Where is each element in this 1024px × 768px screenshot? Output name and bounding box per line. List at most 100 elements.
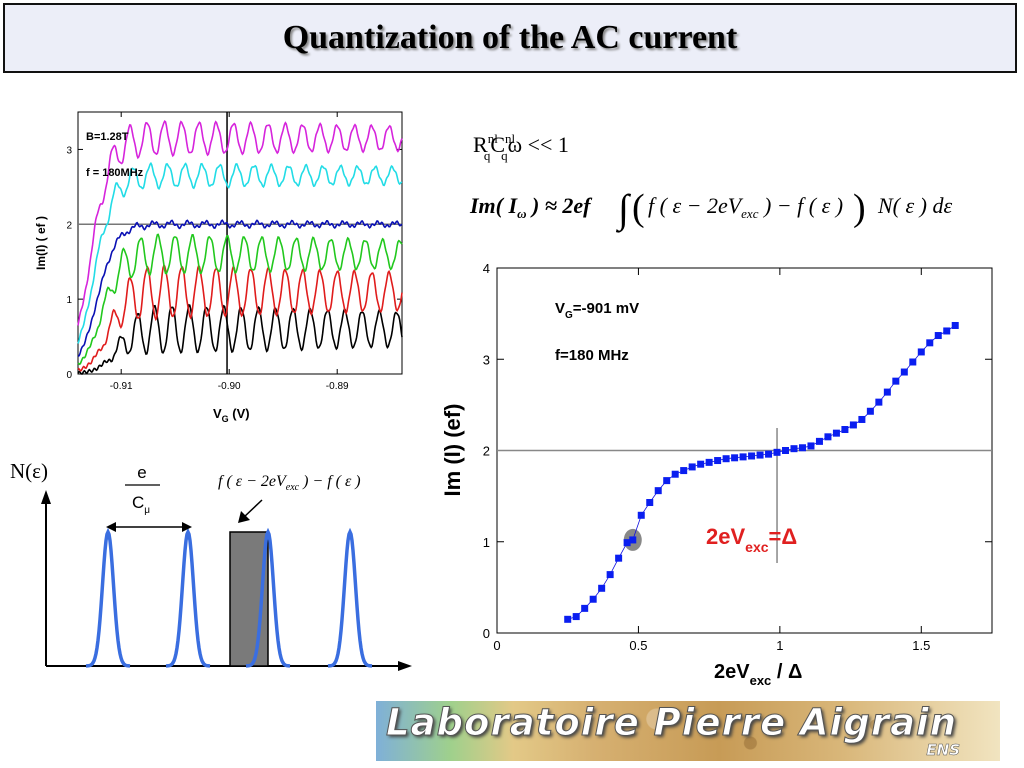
banner-texture [376,701,1000,761]
data-point [798,444,806,452]
data-point [646,499,654,507]
data-point [951,321,959,329]
data-point [934,332,942,340]
data-point [637,511,645,519]
f-annotation: f=180 MHz [555,347,629,364]
data-point [875,398,883,406]
right-ytick-label: 4 [483,261,490,276]
dos-ylabel: N(ε) [10,459,48,483]
data-point [866,407,874,415]
data-point [722,455,730,463]
left-xlabel: VG (V) [213,406,250,424]
lab-name: Laboratoire Pierre Aigrain [385,701,958,745]
svg-text:): ) [853,187,866,229]
right-xtick-label: 0.5 [629,638,647,653]
dos-peak-1 [165,527,211,668]
data-point [748,452,756,460]
page-title: Quantization of the AC current [282,19,738,56]
left-ytick-label: 1 [66,295,72,306]
lab-banner: Laboratoire Pierre Aigrain ENS [376,701,1000,761]
data-point [629,536,637,544]
right-xlabel: 2eVexc / Δ [714,661,802,688]
right-ytick-label: 0 [483,626,490,641]
left-ytick-label: 2 [66,220,72,231]
left-xtick-label: -0.91 [110,381,133,392]
right-ytick-label: 2 [483,444,490,459]
right-ylabel: Im (I) (ef) [440,404,465,497]
dos-peak-3 [327,527,373,668]
field-annotation: B=1.28T [86,131,129,143]
integral-sign: ∫ [615,186,632,233]
data-point [739,453,747,461]
data-point [782,447,790,454]
data-point [841,426,849,434]
top-formula: Rnl qCnl qω << 1 [473,131,569,163]
capacitance-c: Cμ [132,493,150,516]
data-point [615,554,623,562]
data-point [849,421,857,429]
vg-sweep-chart: 0 1 2 3 -0.91 -0.90 -0.89 B=1.28T f = 180MHz V… [34,111,403,424]
data-point [900,368,908,376]
data-point [807,442,815,450]
data-point [697,460,705,468]
data-point [714,457,722,465]
data-point [824,433,832,441]
left-xtick-label: -0.89 [326,381,349,392]
charge-e: e [137,463,146,482]
data-point [654,487,662,495]
left-plot-frame [77,111,403,375]
series-line-4 [77,161,403,344]
formula-pointer-head [238,511,250,523]
data-point [756,451,764,459]
right-xtick-label: 0 [493,638,500,653]
data-point [663,477,671,485]
series-line-2 [77,233,403,366]
data-point [581,604,589,612]
data-point [790,445,798,453]
data-point [671,470,679,478]
right-ytick-label: 1 [483,535,490,550]
left-ylabel: Im(I) ( ef ) [34,216,48,270]
data-point [909,358,917,366]
svg-text:f ( ε − 2eVexc ) − f ( ε ): f ( ε − 2eVexc ) − f ( ε ) [648,193,843,221]
data-point [688,463,696,471]
series-line-3 [78,219,403,357]
data-point [623,539,631,547]
vg-annotation: VG=-901 mV [555,300,639,321]
right-xtick-label: 1.5 [912,638,930,653]
svg-text:N( ε ) dε: N( ε ) dε [877,193,952,218]
data-point [765,450,773,458]
bias-chart: 0 1 2 3 4 0 0.5 1 1.5 VG=-901 mV f=180 MHz 2eVex… [440,261,993,688]
dos-peak-2 [245,527,291,668]
svg-text:(: ( [632,187,645,229]
data-point [883,388,891,396]
data-point [858,415,866,423]
main-formula: Im( Iω ) ≈ 2ef ∫ ( f ( ε − 2eVexc ) − f … [469,186,952,233]
data-point [943,327,951,335]
series-line-1 [77,263,403,372]
data-point [598,584,606,592]
left-ytick-label: 3 [66,145,72,156]
data-point [892,377,900,385]
formula-pointer [242,499,263,519]
data-point [832,429,840,437]
right-xtick-label: 1 [776,638,783,653]
data-point [815,437,823,445]
series-line-5 [77,119,403,326]
ens-logo: ENS [926,741,960,760]
dos-peak-0 [85,527,131,668]
right-ytick-label: 3 [483,352,490,367]
dos-formula: f ( ε − 2eVexc ) − f ( ε ) [218,473,361,493]
data-point [917,348,925,356]
title-banner: Quantization of the AC current [3,3,1017,73]
frequency-annotation: f = 180MHz [86,167,144,179]
data-point [773,448,781,456]
dos-y-arrow [41,490,51,504]
data-point [926,339,934,347]
data-point [589,595,597,603]
data-point [572,613,580,621]
data-point [564,615,572,623]
left-ytick-label: 0 [66,370,72,381]
gap-annotation: 2eVexc=Δ [706,524,797,555]
